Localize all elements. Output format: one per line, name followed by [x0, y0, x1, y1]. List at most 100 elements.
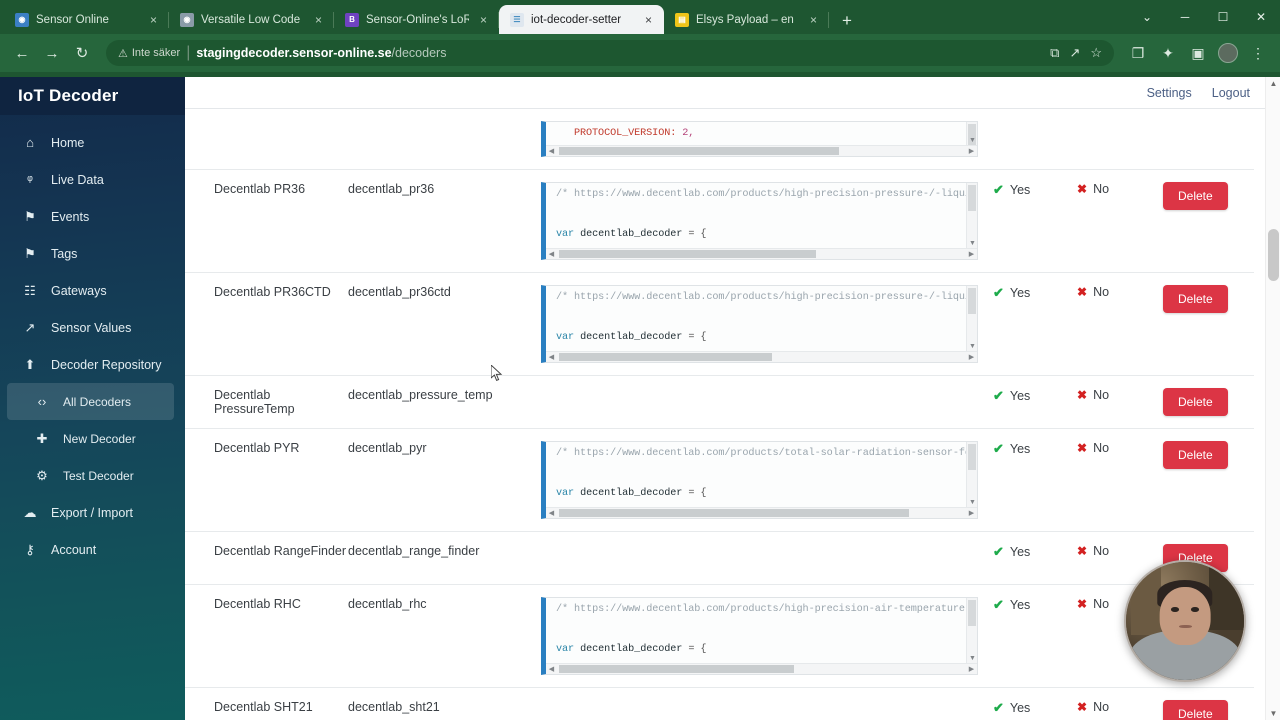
extensions-icon[interactable]: ✦: [1162, 44, 1174, 61]
code-vertical-scrollbar[interactable]: ▼: [966, 598, 977, 663]
code-preview-box[interactable]: /* https://www.decentlab.com/products/hi…: [541, 285, 978, 363]
tab-close-icon[interactable]: ×: [479, 12, 487, 27]
sidebar-item-gateways[interactable]: ☷ Gateways: [0, 272, 185, 309]
code-vertical-scrollbar[interactable]: ▼: [966, 183, 977, 248]
browser-tab[interactable]: ☰ iot-decoder-setter ×: [499, 5, 664, 34]
code-horizontal-scrollbar[interactable]: ◀ ▶: [546, 507, 977, 518]
delete-button[interactable]: Delete: [1163, 285, 1228, 313]
cast-icon[interactable]: ↗: [1069, 45, 1081, 60]
profile-avatar[interactable]: [1214, 39, 1242, 67]
code-hscroll-track[interactable]: [557, 509, 966, 517]
code-scroll-left-arrow[interactable]: ◀: [548, 510, 555, 517]
sidebar-item-test-decoder[interactable]: ⚙ Test Decoder: [0, 457, 185, 494]
code-scroll-down-arrow[interactable]: ▼: [969, 499, 976, 506]
share-icon[interactable]: ⧉: [1050, 45, 1060, 60]
tab-close-icon[interactable]: ×: [314, 12, 322, 27]
sidebar-item-export-import[interactable]: ☁ Export / Import: [0, 494, 185, 531]
code-vscroll-thumb[interactable]: [968, 444, 976, 470]
code-scroll-down-arrow[interactable]: ▼: [969, 655, 976, 662]
code-hscroll-thumb[interactable]: [559, 665, 794, 673]
code-hscroll-track[interactable]: [557, 147, 966, 155]
code-vertical-scrollbar[interactable]: ▼: [966, 442, 977, 507]
split-view-icon[interactable]: ▣: [1191, 44, 1205, 61]
maximize-button[interactable]: ☐: [1217, 10, 1229, 24]
code-hscroll-track[interactable]: [557, 665, 966, 673]
sidebar-item-live-data[interactable]: ᵠ Live Data: [0, 161, 185, 198]
tab-search-icon[interactable]: ⌄: [1141, 10, 1153, 24]
code-vscroll-thumb[interactable]: [968, 600, 976, 626]
code-scroll-right-arrow[interactable]: ▶: [968, 354, 975, 361]
sidebar-item-label: Live Data: [51, 172, 104, 187]
code-scroll-left-arrow[interactable]: ◀: [548, 666, 555, 673]
code-hscroll-track[interactable]: [557, 250, 966, 258]
logout-link[interactable]: Logout: [1211, 85, 1250, 100]
code-scroll-down-arrow[interactable]: ▼: [969, 240, 976, 247]
scroll-down-arrow[interactable]: ▼: [1269, 709, 1278, 718]
code-horizontal-scrollbar[interactable]: ◀ ▶: [546, 145, 977, 156]
scrollbar-thumb[interactable]: [1268, 229, 1279, 281]
close-window-button[interactable]: ✕: [1255, 10, 1267, 24]
sidepanel-icon[interactable]: ❐: [1131, 44, 1145, 61]
code-scroll-down-arrow[interactable]: ▼: [969, 343, 976, 350]
delete-button[interactable]: Delete: [1163, 182, 1228, 210]
code-scroll-right-arrow[interactable]: ▶: [968, 510, 975, 517]
code-vertical-scrollbar[interactable]: ▼: [966, 286, 977, 351]
sidebar-item-decoder-repository[interactable]: ⬆ Decoder Repository: [0, 346, 185, 383]
code-preview-box[interactable]: /* https://www.decentlab.com/products/hi…: [541, 597, 978, 675]
code-preview-box[interactable]: /* https://www.decentlab.com/products/hi…: [541, 182, 978, 260]
browser-tab[interactable]: ▤ Elsys Payload – en ×: [664, 5, 829, 34]
code-scroll-left-arrow[interactable]: ◀: [548, 148, 555, 155]
code-preview-box[interactable]: /* https://www.decentlab.com/products/to…: [541, 441, 978, 519]
page-scrollbar[interactable]: ▲ ▼: [1265, 77, 1280, 720]
delete-button[interactable]: Delete: [1163, 441, 1228, 469]
tab-close-icon[interactable]: ×: [149, 12, 157, 27]
browser-menu-icon[interactable]: ⋮: [1251, 44, 1265, 61]
sidebar-item-events[interactable]: ⚑ Events: [0, 198, 185, 235]
code-hscroll-track[interactable]: [557, 353, 966, 361]
sidebar-item-all-decoders[interactable]: ‹› All Decoders: [7, 383, 174, 420]
delete-button[interactable]: Delete: [1163, 700, 1228, 720]
code-vertical-scrollbar[interactable]: ▼: [966, 122, 977, 150]
code-scroll-right-arrow[interactable]: ▶: [968, 666, 975, 673]
code-scroll-down-arrow[interactable]: ▼: [969, 137, 976, 144]
check-icon: ✔: [993, 182, 1004, 197]
rss-icon: ᵠ: [27, 172, 33, 187]
settings-link[interactable]: Settings: [1146, 85, 1192, 100]
back-icon[interactable]: ←: [14, 44, 30, 62]
sidebar-item-home[interactable]: ⌂ Home: [0, 124, 185, 161]
browser-tab[interactable]: ◉ Sensor Online ×: [4, 5, 169, 34]
new-tab-button[interactable]: +: [842, 11, 852, 30]
code-horizontal-scrollbar[interactable]: ◀ ▶: [546, 663, 977, 674]
tab-close-icon[interactable]: ×: [809, 12, 817, 27]
sidebar-item-tags[interactable]: ⚑ Tags: [0, 235, 185, 272]
bookmark-star-icon[interactable]: ☆: [1090, 45, 1102, 60]
code-scroll-right-arrow[interactable]: ▶: [968, 148, 975, 155]
browser-tab[interactable]: B Sensor-Online's LoRaWAN® Dev ×: [334, 5, 499, 34]
code-hscroll-thumb[interactable]: [559, 353, 772, 361]
code-scroll-left-arrow[interactable]: ◀: [548, 251, 555, 258]
tab-close-icon[interactable]: ×: [644, 12, 652, 27]
reload-icon[interactable]: ↻: [75, 45, 89, 62]
code-horizontal-scrollbar[interactable]: ◀ ▶: [546, 351, 977, 362]
code-vscroll-thumb[interactable]: [968, 288, 976, 314]
forward-icon[interactable]: →: [44, 44, 60, 62]
scroll-up-arrow[interactable]: ▲: [1269, 79, 1278, 88]
not-secure-indicator[interactable]: ⚠ Inte säker: [118, 47, 180, 60]
code-hscroll-thumb[interactable]: [559, 250, 816, 258]
code-hscroll-thumb[interactable]: [559, 509, 909, 517]
webcam-overlay[interactable]: [1124, 560, 1246, 682]
sidebar-item-account[interactable]: ⚷ Account: [0, 531, 185, 568]
code-hscroll-thumb[interactable]: [559, 147, 839, 155]
sidebar-item-new-decoder[interactable]: ✚ New Decoder: [0, 420, 185, 457]
code-preview-box[interactable]: PROTOCOL_VERSION: 2, ▼ ◀ ▶: [541, 121, 978, 157]
browser-tab[interactable]: ◉ Versatile Low Code IOT-Platform ×: [169, 5, 334, 34]
address-bar[interactable]: ⚠ Inte säker | stagingdecoder.sensor-onl…: [106, 40, 1114, 66]
sidebar-item-sensor-values[interactable]: ↗ Sensor Values: [0, 309, 185, 346]
code-vscroll-thumb[interactable]: [968, 185, 976, 211]
code-horizontal-scrollbar[interactable]: ◀ ▶: [546, 248, 977, 259]
code-vscroll-thumb[interactable]: [968, 124, 976, 150]
code-scroll-left-arrow[interactable]: ◀: [548, 354, 555, 361]
minimize-button[interactable]: ─: [1180, 10, 1190, 24]
delete-button[interactable]: Delete: [1163, 388, 1228, 416]
code-scroll-right-arrow[interactable]: ▶: [968, 251, 975, 258]
